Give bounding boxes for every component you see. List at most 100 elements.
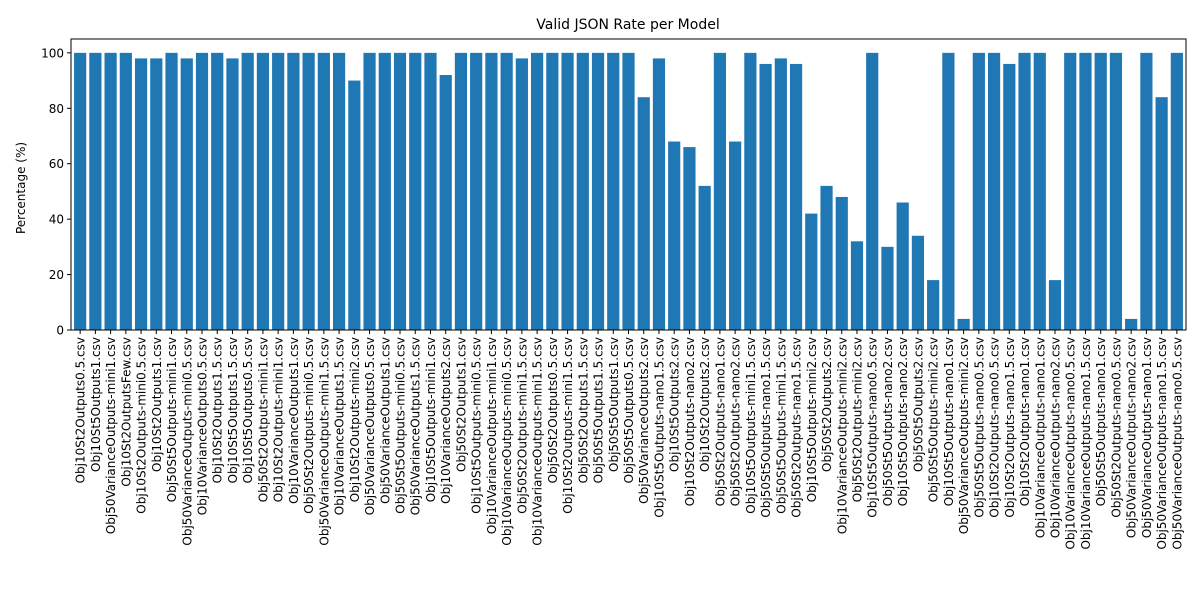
- bar: [942, 52, 955, 331]
- x-tick-label: Obj50VarianceOutputs1.5.csv: [409, 337, 423, 515]
- bar: [789, 63, 803, 330]
- x-tick-label: Obj10VarianceOutputs2.csv: [439, 337, 453, 504]
- bar: [150, 58, 163, 331]
- x-tick-label: Obj50VarianceOutputs-nano1.csv: [1140, 337, 1154, 538]
- bar: [1033, 52, 1046, 331]
- x-tick-label: Obj50St5Outputs-nano2.csv: [881, 337, 895, 506]
- bar: [1155, 97, 1168, 330]
- x-tick-label: Obj50St5Outputs-mini1.5.csv: [774, 337, 788, 514]
- bar: [302, 52, 315, 331]
- bar: [1170, 52, 1183, 331]
- bar: [134, 58, 148, 331]
- x-tick-label: Obj10VarianceOutputs0.5.csv: [195, 337, 209, 515]
- bar: [531, 52, 544, 331]
- bar: [1125, 318, 1138, 330]
- x-tick-label: Obj10VarianceOutputs-nano1.csv: [1033, 337, 1047, 538]
- bar: [972, 52, 985, 331]
- bar: [165, 52, 178, 331]
- bar: [424, 52, 437, 331]
- x-tick-label: Obj50St5Outputs-mini1.csv: [165, 337, 179, 502]
- x-tick-label: Obj50VarianceOutputs1.csv: [378, 337, 392, 504]
- x-tick-label: Obj50VarianceOutputs-mini0.5.csv: [180, 337, 194, 546]
- bar: [500, 52, 513, 331]
- bar: [74, 52, 87, 331]
- y-tick-label: 60: [49, 157, 64, 171]
- bars-layer: [74, 52, 1183, 331]
- bar: [317, 52, 330, 331]
- bar: [957, 318, 970, 330]
- bar: [759, 63, 772, 330]
- x-tick-label: Obj50St5Outputs-nano1.csv: [1094, 337, 1108, 506]
- bar: [393, 52, 407, 331]
- x-tick-label: Obj50St2Outputs-nano0.5.csv: [1109, 337, 1123, 518]
- y-tick-label: 100: [41, 46, 64, 60]
- bar: [363, 52, 376, 331]
- x-tick-label: Obj10St5Outputs-mini1.csv: [424, 337, 438, 502]
- bar: [820, 185, 833, 330]
- x-tick-label: Obj50St2Outputs-nano1.5.csv: [790, 337, 804, 518]
- x-tick-label: Obj10St2Outputs-mini2.csv: [348, 337, 362, 502]
- bar: [256, 52, 270, 331]
- x-tick-label: Obj10St2Outputs0.5.csv: [74, 337, 88, 483]
- bar: [729, 141, 742, 330]
- x-tick-label: Obj50St2Outputs-nano2.csv: [729, 337, 743, 506]
- bar: [744, 52, 757, 331]
- x-tick-label: Obj50VarianceOutputs-mini1.5.csv: [317, 337, 331, 546]
- bar: [561, 52, 574, 331]
- bar: [119, 52, 132, 331]
- y-tick-label: 40: [49, 213, 64, 227]
- bar: [1140, 52, 1153, 331]
- x-tick-label: Obj50St2Outputs-mini1.5.csv: [515, 337, 529, 514]
- bar: [287, 52, 300, 331]
- x-tick-label: Obj10VarianceOutputs-nano2.csv: [1049, 337, 1063, 538]
- x-tick-label: Obj10St5Outputs0.5.csv: [241, 337, 255, 483]
- x-tick-label: Obj10VarianceOutputs1.5.csv: [333, 337, 347, 515]
- x-tick-label: Obj10St2Outputs1.csv: [150, 337, 164, 472]
- x-tick-label: Obj10St5Outputs-mini0.5.csv: [470, 337, 484, 514]
- bar: [881, 246, 894, 330]
- x-tick-label: Obj50St2Outputs1.csv: [454, 337, 468, 472]
- x-tick-label: Obj10VarianceOutputs-mini1.5.csv: [531, 337, 545, 546]
- x-tick-label: Obj50VarianceOutputs-mini2.csv: [957, 337, 971, 534]
- x-tick-label: Obj10St5Outputs-mini1.5.csv: [744, 337, 758, 514]
- bar: [454, 52, 468, 331]
- x-tick-label: Obj50St2Outputs-mini1.csv: [256, 337, 270, 502]
- bar: [927, 280, 940, 330]
- plot-frame: [70, 38, 1187, 331]
- x-tick-label: Obj50VarianceOutputs2.csv: [637, 337, 651, 504]
- x-tick-label: Obj10St5Outputs1.csv: [89, 337, 103, 472]
- bar: [1094, 52, 1107, 331]
- x-tick-label: Obj10St2OutputsFew.csv: [119, 337, 133, 487]
- x-tick-label: Obj50St2Outputs0.5.csv: [546, 337, 560, 483]
- y-axis-ticks: 0 20 40 60 80 100: [41, 46, 71, 338]
- bar: [805, 213, 818, 330]
- x-tick-label: Obj50VarianceOutputs-mini1.csv: [104, 337, 118, 534]
- bar: [272, 52, 285, 331]
- bar: [180, 58, 193, 331]
- x-tick-label: Obj10St5Outputs-mini2.csv: [805, 337, 819, 502]
- x-tick-label: Obj10VarianceOutputs-mini0.5.csv: [500, 337, 514, 546]
- x-tick-label: Obj50St5Outputs0.5.csv: [622, 337, 636, 483]
- x-tick-label: Obj50St2Outputs-nano1.csv: [713, 337, 727, 506]
- x-tick-label: Obj10St2Outputs-nano1.csv: [1018, 337, 1032, 506]
- bar: [1003, 63, 1016, 330]
- bar: [195, 52, 209, 331]
- x-tick-label: Obj50St5Outputs-nano1.5.csv: [759, 337, 773, 518]
- bar: [409, 52, 422, 331]
- x-tick-label: Obj50St5Outputs-nano0.5.csv: [972, 337, 986, 518]
- x-tick-label: Obj50St5Outputs2.csv: [911, 337, 925, 472]
- bar: [470, 52, 483, 331]
- chart-title: Valid JSON Rate per Model: [536, 17, 719, 33]
- bar: [774, 58, 787, 331]
- bar: [652, 58, 666, 331]
- bar: [850, 241, 864, 330]
- bar: [668, 141, 681, 330]
- bar: [911, 235, 925, 330]
- x-tick-label: Obj50St2Outputs1.5.csv: [576, 337, 590, 483]
- x-tick-label: Obj10St5Outputs-nano1.csv: [942, 337, 956, 506]
- bar: [637, 97, 650, 330]
- bar: [622, 52, 635, 331]
- bar: [835, 196, 848, 330]
